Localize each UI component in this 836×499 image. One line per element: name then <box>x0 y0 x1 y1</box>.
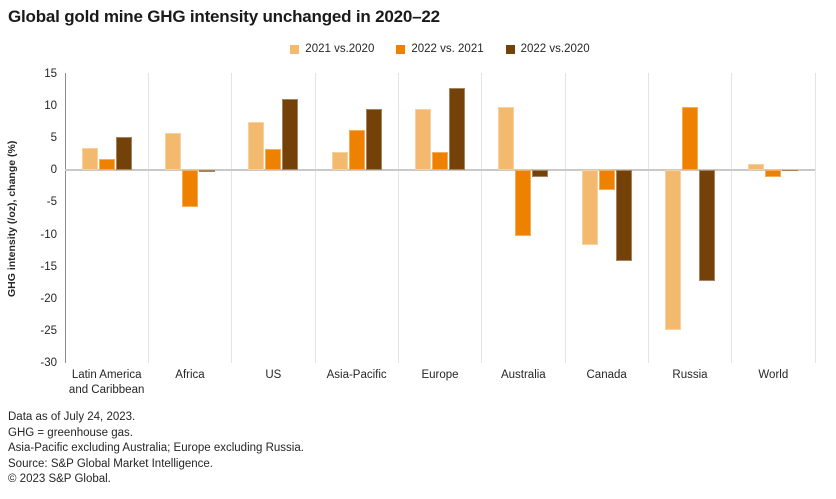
bar <box>282 99 299 171</box>
x-category-label: Asia-Pacific <box>326 369 387 381</box>
bar <box>415 108 431 171</box>
bar <box>598 170 615 191</box>
bar <box>449 88 465 171</box>
gridline <box>397 73 399 363</box>
bar <box>115 136 132 171</box>
y-tick-label: 5 <box>50 132 57 145</box>
y-tick-label: 0 <box>50 164 57 177</box>
bar <box>98 159 115 171</box>
bar <box>782 170 799 172</box>
bar <box>581 170 598 245</box>
bar <box>682 107 698 171</box>
gridline <box>314 73 316 363</box>
y-tick-label: 10 <box>44 100 57 113</box>
x-category-label: Russia <box>672 369 708 381</box>
legend-label: 2021 vs.2020 <box>305 43 375 55</box>
footnotes: Data as of July 24, 2023. GHG = greenhou… <box>8 410 304 488</box>
bar <box>532 170 549 178</box>
y-tick-label: -10 <box>40 228 57 241</box>
bar <box>365 109 382 171</box>
bar <box>665 170 681 331</box>
y-axis-line <box>64 73 66 363</box>
gridline <box>814 73 816 363</box>
y-tick-label: -15 <box>40 260 57 273</box>
bar <box>81 148 98 171</box>
footnote-line: © 2023 S&P Global. <box>8 473 111 486</box>
gridline <box>481 73 483 363</box>
bar <box>699 170 715 281</box>
x-category-label: Africa <box>175 369 205 381</box>
bar <box>182 170 198 207</box>
bar <box>765 170 782 178</box>
legend-label: 2022 vs. 2021 <box>411 43 484 55</box>
legend-swatch-icon <box>290 44 300 54</box>
gridline <box>147 73 149 363</box>
legend-swatch-icon <box>396 44 406 54</box>
legend-item-2021-vs-2020: 2021 vs.2020 <box>290 43 374 55</box>
chart-legend: 2021 vs.2020 2022 vs. 2021 2022 vs.2020 <box>65 43 815 55</box>
legend-item-2022-vs-2020: 2022 vs.2020 <box>505 43 590 55</box>
chart-title: Global gold mine GHG intensity unchanged… <box>8 7 440 26</box>
bar <box>498 107 515 171</box>
zero-baseline <box>65 169 815 172</box>
y-tick-label: -25 <box>40 324 57 337</box>
x-category-label: World <box>758 369 789 381</box>
gridline <box>564 73 566 363</box>
bar <box>748 163 765 171</box>
y-axis-title: GHG intensity (/oz), change (%) <box>6 140 18 297</box>
y-tick-label: -20 <box>40 292 57 305</box>
gridline <box>731 73 733 363</box>
legend-swatch-icon <box>505 44 515 54</box>
bar <box>348 129 365 171</box>
footnote-line: Data as of July 24, 2023. <box>8 411 136 423</box>
gridline <box>647 73 649 363</box>
gridline <box>231 73 233 363</box>
bar <box>165 133 181 171</box>
x-category-label: Canada <box>586 369 627 381</box>
x-category-label: Australia <box>500 369 546 381</box>
bar <box>265 149 282 171</box>
y-tick-label: -30 <box>40 357 57 369</box>
bar <box>331 151 348 171</box>
y-tick-label: 15 <box>44 68 57 80</box>
footnote-line: GHG = greenhouse gas. <box>8 426 133 439</box>
footnote-line: Source: S&P Global Market Intelligence. <box>8 457 213 470</box>
legend-item-2022-vs-2021: 2022 vs. 2021 <box>396 43 484 55</box>
bar <box>248 121 265 171</box>
y-tick-label: -5 <box>46 196 57 209</box>
bar <box>615 170 632 261</box>
x-category-label: Latin America and Caribbean <box>68 369 145 396</box>
legend-label: 2022 vs.2020 <box>520 43 590 55</box>
x-category-label: Europe <box>421 369 459 381</box>
bar <box>432 152 448 171</box>
x-category-label: US <box>265 369 282 381</box>
bar <box>199 170 215 172</box>
bar <box>515 170 532 236</box>
footnote-line: Asia-Pacific excluding Australia; Europe… <box>8 442 304 455</box>
